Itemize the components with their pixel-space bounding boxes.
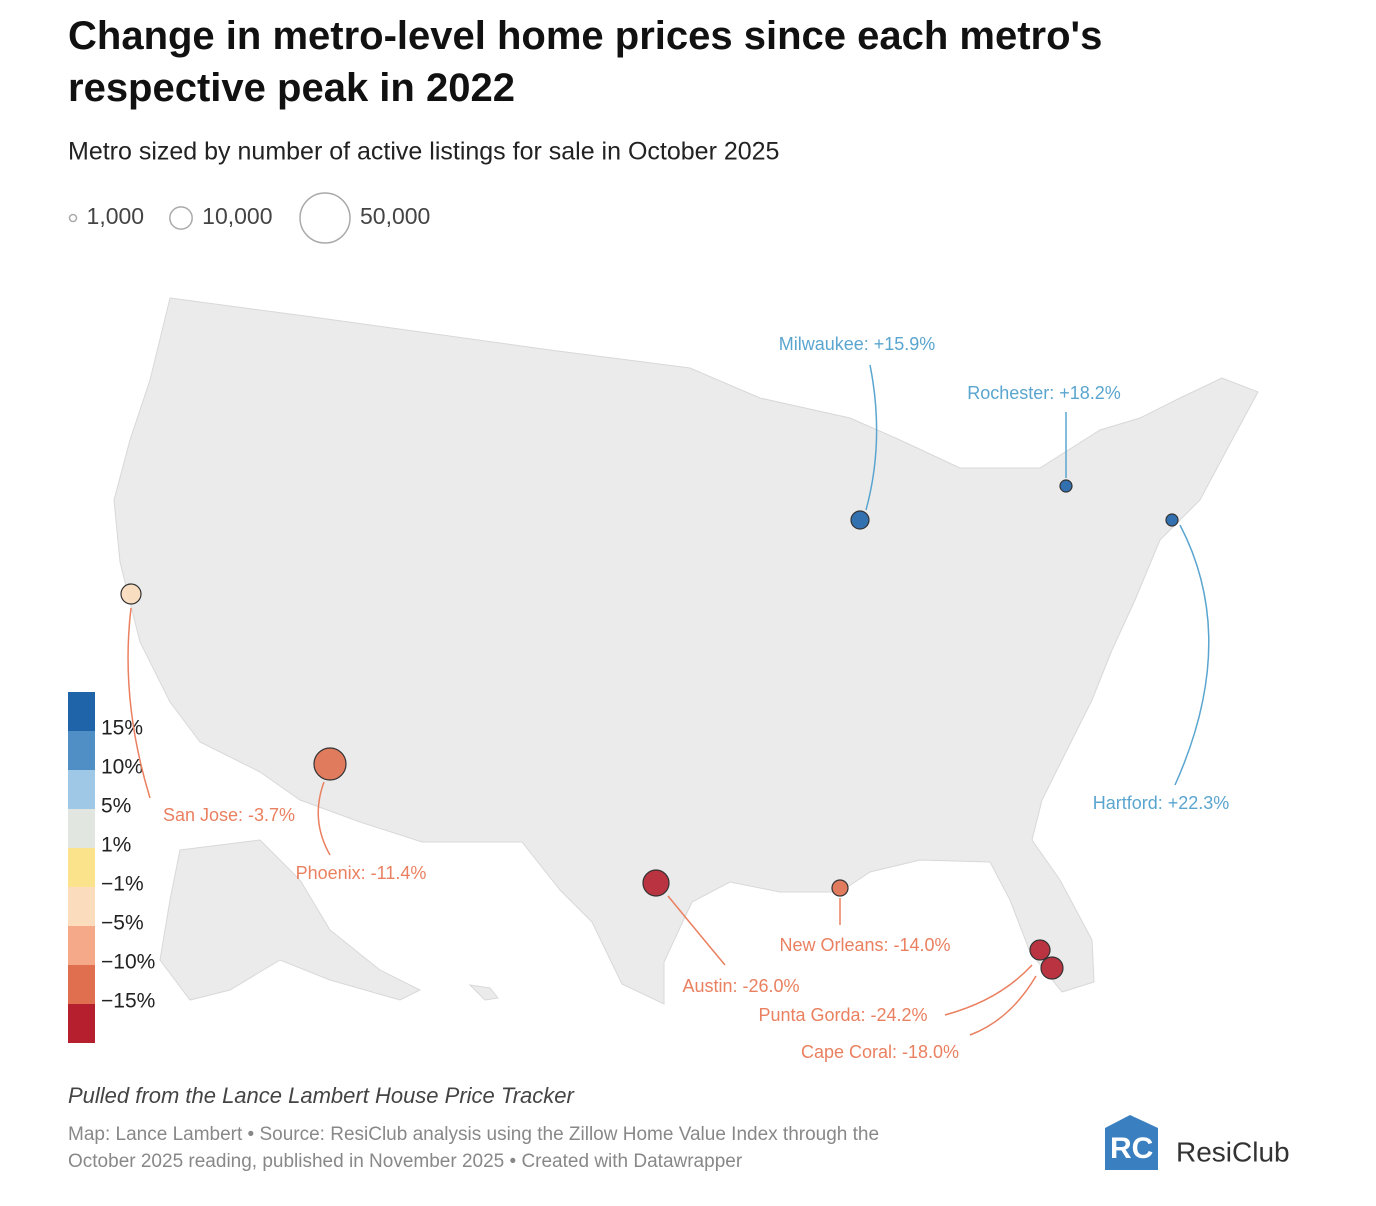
- annotation-arrow: [969, 975, 1037, 1036]
- metro-bubble: [850, 510, 870, 530]
- color-legend-label: 15%: [101, 717, 143, 740]
- color-legend-label: 5%: [101, 795, 131, 818]
- color-swatch: [68, 926, 95, 965]
- color-swatch: [68, 809, 95, 848]
- annotation-arrow: [865, 364, 878, 511]
- metro-bubble: [1165, 513, 1179, 527]
- logo-text: ResiClub: [1176, 1136, 1290, 1167]
- annotation-arrow: [944, 964, 1033, 1016]
- annotation-arrow: [317, 781, 331, 856]
- annotation-arrow: [1174, 524, 1210, 786]
- logo-mark: RC: [1110, 1132, 1153, 1165]
- color-swatch: [68, 848, 95, 887]
- map: [113, 297, 1259, 1005]
- annotation-label: Austin: -26.0%: [682, 976, 799, 996]
- size-legend-circle: [68, 213, 78, 223]
- annotation-arrow: [667, 895, 726, 966]
- color-swatch: [68, 965, 95, 1004]
- credits: Pulled from the Lance Lambert House Pric…: [68, 1083, 1290, 1172]
- metro-bubble: [1029, 939, 1051, 961]
- color-legend-label: −10%: [101, 951, 155, 974]
- annotation-label: Cape Coral: -18.0%: [801, 1042, 959, 1062]
- size-legend-label: 1,000: [87, 203, 145, 229]
- annotation-label: Milwaukee: +15.9%: [779, 334, 936, 354]
- metro-bubble: [313, 747, 347, 781]
- annotation-arrow: [127, 607, 151, 799]
- color-swatch: [68, 692, 95, 731]
- metro-bubble: [642, 869, 670, 897]
- annotation-label: New Orleans: -14.0%: [779, 935, 950, 955]
- annotation-label: Phoenix: -11.4%: [296, 863, 427, 883]
- metro-bubble: [1040, 956, 1064, 980]
- note: Pulled from the Lance Lambert House Pric…: [68, 1083, 575, 1108]
- color-legend-label: −15%: [101, 990, 155, 1013]
- size-legend-label: 50,000: [360, 203, 430, 229]
- metro-bubble: [120, 583, 142, 605]
- color-swatch: [68, 731, 95, 770]
- color-swatch: [68, 1004, 95, 1043]
- color-legend-label: −1%: [101, 873, 144, 896]
- metro-bubble: [831, 879, 849, 897]
- annotation-label: Rochester: +18.2%: [967, 383, 1121, 403]
- color-legend-label: 10%: [101, 756, 143, 779]
- size-legend-circle: [169, 206, 193, 230]
- title-part: Change in metro-level home prices since …: [68, 14, 1102, 58]
- title-line: Change in metro-level home prices since …: [68, 14, 1102, 110]
- size-legend-label: 10,000: [202, 203, 272, 229]
- color-swatch: [68, 887, 95, 926]
- credit: October 2025 reading, published in Novem…: [68, 1151, 743, 1172]
- hawaii-outline: [468, 984, 499, 1001]
- annotation-label: San Jose: -3.7%: [163, 805, 295, 825]
- color-legend-label: −5%: [101, 912, 144, 935]
- size-legend-circle: [299, 192, 351, 244]
- alaska-outline: [159, 839, 422, 1001]
- annotation-label: Hartford: +22.3%: [1093, 793, 1230, 813]
- metro-bubble: [1059, 479, 1073, 493]
- title-part: respective peak in 2022: [68, 66, 515, 110]
- annotation-label: Punta Gorda: -24.2%: [758, 1005, 927, 1025]
- subtitle: Metro sized by number of active listings…: [68, 138, 779, 166]
- credit: Map: Lance Lambert • Source: ResiClub an…: [68, 1124, 879, 1145]
- color-legend-label: 1%: [101, 834, 131, 857]
- logo-icon: [1105, 1115, 1158, 1170]
- color-swatch: [68, 770, 95, 809]
